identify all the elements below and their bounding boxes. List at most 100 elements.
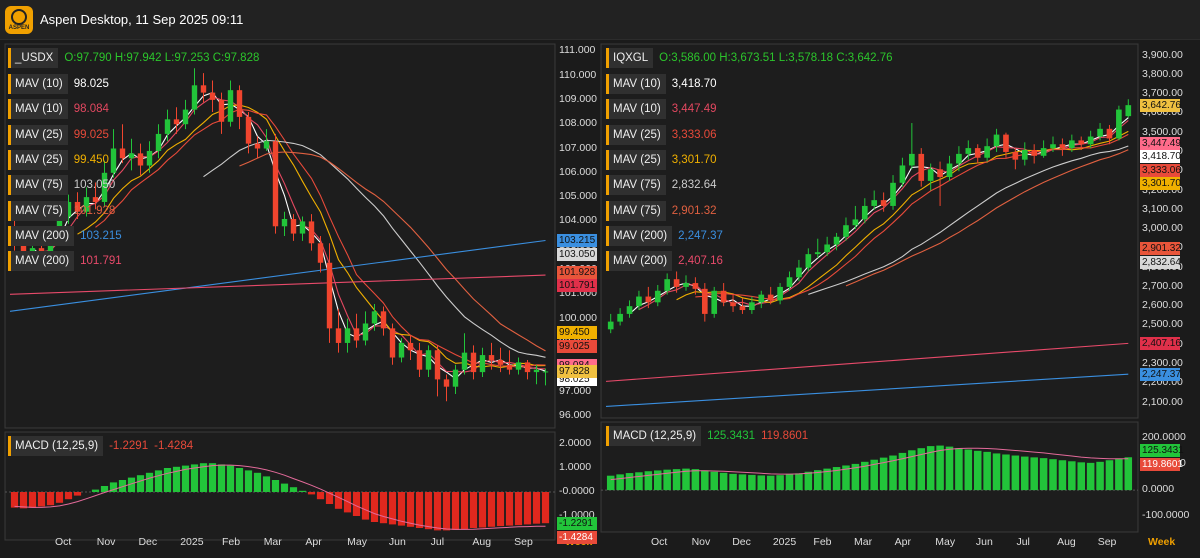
indicator-legend-row[interactable]: MAV (200) 2,247.37 <box>606 225 723 246</box>
candle-body <box>101 172 108 202</box>
indicator-legend-row[interactable]: MAV (75) 101.928 <box>8 200 115 221</box>
price-axis-label: 2,700.00 <box>1142 279 1183 292</box>
candle-body <box>843 225 849 237</box>
price-axis-label: 3,800.00 <box>1142 67 1183 80</box>
candle-body <box>692 283 699 289</box>
candle-body <box>344 328 351 343</box>
time-axis-label: Mar <box>263 536 282 548</box>
candle-body <box>326 262 333 329</box>
candle-body <box>272 141 279 227</box>
time-axis-label: Jul <box>1016 536 1030 548</box>
macd-bar <box>19 492 28 509</box>
candle-body <box>1021 150 1028 160</box>
candle-body <box>335 328 342 343</box>
indicator-legend-row[interactable]: MAV (75) 2,832.64 <box>606 175 716 196</box>
time-axis-label: Sep <box>1097 536 1117 548</box>
indicator-legend-row[interactable]: MAV (25) 99.025 <box>8 124 109 145</box>
indicator-legend-row[interactable]: MAV (75) 103.050 <box>8 175 115 196</box>
macd-signal-line <box>14 464 546 530</box>
candle-body <box>974 148 981 158</box>
time-axis-label: Oct <box>651 536 668 548</box>
macd-bar <box>1086 462 1095 491</box>
macd-bar <box>100 486 109 492</box>
candle-body <box>626 306 633 314</box>
macd-legend-row[interactable]: MACD (12,25,9) 125.3431 119.8601 <box>606 426 808 446</box>
candle-body <box>83 197 90 212</box>
candle-body <box>739 306 746 311</box>
timeframe-week-label: Week <box>1148 536 1176 548</box>
price-axis-label: 3,900.00 <box>1142 48 1183 61</box>
macd-bar <box>28 492 37 508</box>
candle-body <box>993 134 1000 147</box>
mav-value-tag: 3,418.70 <box>1140 150 1181 164</box>
indicator-label: MAV (25) <box>606 124 666 145</box>
price-axis-label: 2,100.00 <box>1142 395 1183 408</box>
candle-body <box>479 355 486 373</box>
price-axis-label: 3,500.00 <box>1142 125 1183 138</box>
mav-value-tag: 103.050 <box>557 247 597 261</box>
mav-line-0-5 <box>239 151 546 352</box>
indicator-legend-row[interactable]: MAV (200) 101.791 <box>8 251 122 272</box>
candle-body <box>852 219 859 226</box>
macd-bar <box>1096 461 1104 491</box>
candle-body <box>1012 151 1019 160</box>
symbol-header-1[interactable]: IQXGL O:3,586.00 H:3,673.51 L:3,578.18 C:… <box>606 48 893 68</box>
indicator-legend-row[interactable]: MAV (10) 3,418.70 <box>606 74 716 94</box>
mav-line-0-1 <box>41 96 546 373</box>
indicator-label: MAV (75) <box>8 200 68 221</box>
macd-bar <box>832 467 841 491</box>
indicator-legend-row[interactable]: MAV (25) 99.450 <box>8 149 109 170</box>
candle-body <box>146 150 153 166</box>
candle-body <box>506 364 513 370</box>
macd-bar <box>983 451 991 491</box>
macd-bar <box>1049 459 1057 491</box>
indicator-legend-row[interactable]: MAV (75) 2,901.32 <box>606 200 716 221</box>
macd-bar <box>757 475 766 491</box>
indicator-legend-row[interactable]: MAV (200) 2,407.16 <box>606 251 723 272</box>
candle-body <box>833 236 840 245</box>
candle-body <box>946 163 953 178</box>
macd-bar <box>691 469 700 491</box>
macd-bar <box>955 448 963 491</box>
candle-body <box>317 243 324 263</box>
indicator-legend-row[interactable]: MAV (25) 3,301.70 <box>606 149 716 170</box>
macd-bar <box>451 492 460 530</box>
macd-bar <box>879 457 888 491</box>
mav-value-tag: 2,832.64 <box>1140 255 1181 269</box>
time-axis-label: Dec <box>138 536 158 548</box>
indicator-legend-row[interactable]: MAV (10) 98.025 <box>8 74 109 94</box>
macd-value-1: 125.3431 <box>707 430 756 442</box>
time-axis-label: Jul <box>430 536 445 548</box>
macd-axis-label: -100.0000 <box>1142 509 1190 522</box>
candle-body <box>128 153 135 159</box>
mav200-line-1-0 <box>605 373 1129 407</box>
macd-bar <box>663 469 671 491</box>
symbol-header-0[interactable]: _USDX O:97.790 H:97.942 L:97.253 C:97.828 <box>8 48 259 68</box>
time-axis-label: Apr <box>305 536 322 548</box>
macd-bar <box>1002 454 1010 491</box>
macd-bar <box>55 492 64 503</box>
time-axis-label: Jun <box>388 536 406 548</box>
indicator-legend-row[interactable]: MAV (25) 3,333.06 <box>606 124 716 145</box>
candle-body <box>533 369 540 373</box>
candle-body <box>389 328 396 358</box>
mav-value-tag: 2,901.32 <box>1140 242 1181 256</box>
indicator-legend-row[interactable]: MAV (10) 98.084 <box>8 99 109 120</box>
indicator-label: MAV (200) <box>606 251 673 272</box>
macd-legend-row[interactable]: MACD (12,25,9) -1.2291 -1.4284 <box>8 436 193 456</box>
mav-value-tag: 3,447.49 <box>1140 136 1181 150</box>
macd-axis-label: -0.0000 <box>559 485 595 497</box>
macd-bar <box>653 470 662 491</box>
macd-bar <box>487 492 496 527</box>
macd-bar <box>1068 461 1076 491</box>
macd-bar <box>1115 458 1123 491</box>
macd-bar <box>635 472 643 491</box>
indicator-legend-row[interactable]: MAV (200) 103.215 <box>8 225 122 246</box>
candle-body <box>380 311 387 329</box>
indicator-legend-row[interactable]: MAV (10) 3,447.49 <box>606 99 716 120</box>
chart-canvas[interactable] <box>0 40 1200 558</box>
candle-body <box>918 153 925 181</box>
macd-bar <box>908 450 916 491</box>
macd-bar <box>813 470 822 491</box>
candle-body <box>1050 144 1056 149</box>
